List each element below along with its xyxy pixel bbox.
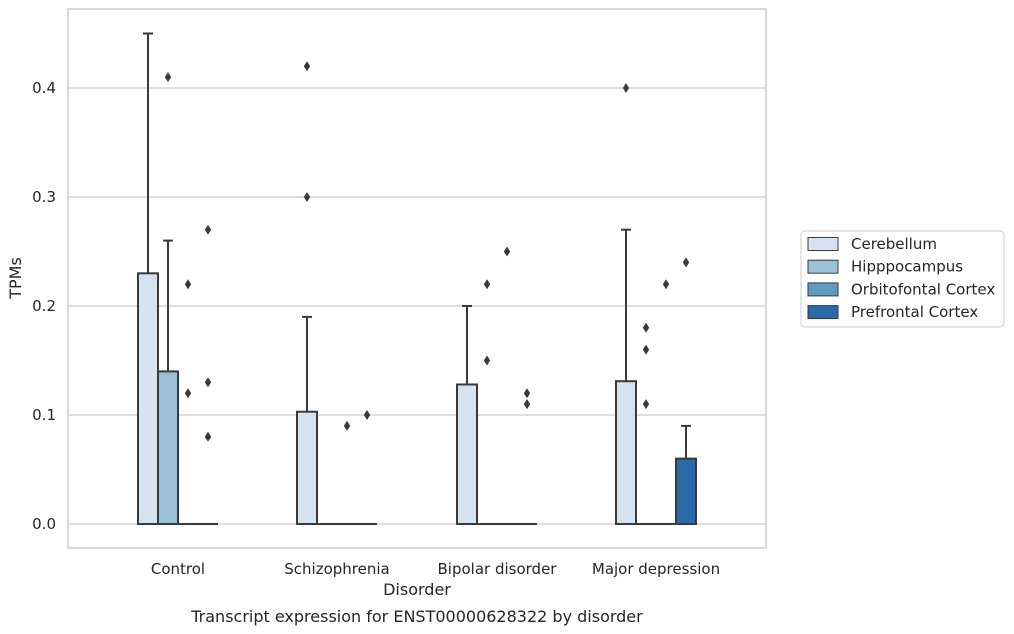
outlier-point (483, 355, 491, 366)
outlier-point (662, 279, 670, 290)
chart-caption: Transcript expression for ENST0000062832… (190, 607, 643, 626)
outlier-point (204, 377, 212, 388)
outlier-point (642, 322, 650, 333)
outlier-point (184, 279, 192, 290)
y-axis-label: TPMs (6, 257, 25, 300)
x-tick-label: Schizophrenia (284, 560, 389, 578)
outlier-point (204, 224, 212, 235)
box-rect (456, 383, 478, 526)
y-tick-label: 0.0 (32, 515, 56, 533)
outlier-point (503, 246, 511, 257)
outlier-point (483, 279, 491, 290)
plot-frame (67, 8, 767, 549)
box-rect (675, 457, 697, 526)
box-2-2 (497, 246, 517, 525)
box-groups (137, 32, 697, 526)
box-0-2 (456, 305, 478, 526)
box-rect (137, 272, 159, 525)
box-3-3 (675, 257, 697, 526)
legend-label: Prefrontal Cortex (851, 303, 978, 321)
box-1-3 (636, 322, 656, 525)
legend-label: Hipppocampus (851, 258, 963, 276)
legend-label: Cerebellum (851, 235, 937, 253)
box-3-0 (198, 224, 218, 525)
box-1-0 (157, 72, 179, 525)
legend-swatch (807, 237, 839, 251)
outlier-point (303, 192, 311, 202)
x-tick-label: Major depression (592, 560, 720, 578)
box-0-0 (137, 32, 159, 525)
box-0-1 (296, 61, 318, 526)
outlier-point (642, 399, 650, 410)
legend-label: Orbitofontal Cortex (851, 280, 995, 298)
box-0-3 (615, 83, 637, 525)
y-tick-label: 0.3 (32, 188, 56, 206)
outlier-point (184, 388, 192, 399)
box-3-2 (517, 388, 537, 525)
y-tick-label: 0.1 (32, 406, 56, 424)
outlier-point (523, 399, 531, 410)
outlier-point (164, 72, 172, 83)
outlier-point (642, 344, 650, 355)
outlier-point (343, 420, 351, 431)
outlier-point (363, 410, 371, 420)
x-axis-ticks: Control Schizophrenia Bipolar disorder Majo… (151, 560, 720, 578)
legend-swatch (807, 282, 839, 297)
box-3-1 (357, 410, 377, 525)
x-tick-label: Control (151, 560, 205, 578)
outlier-point (204, 431, 212, 442)
outlier-point (523, 388, 531, 399)
legend-swatch (807, 305, 839, 320)
y-axis-ticks: 0.0 0.1 0.2 0.3 0.4 (32, 79, 56, 533)
y-tick-label: 0.2 (32, 297, 56, 315)
box-rect (615, 380, 637, 525)
box-2-0 (178, 279, 198, 525)
x-axis-label: Disorder (383, 580, 451, 599)
legend-frame (800, 230, 1005, 328)
outlier-point (303, 61, 311, 72)
box-1-2 (477, 279, 497, 525)
outlier-point (682, 257, 690, 268)
box-2-1 (337, 420, 357, 525)
x-tick-label: Bipolar disorder (438, 560, 558, 578)
box-2-3 (656, 279, 676, 525)
outlier-point (622, 83, 630, 93)
box-rect (157, 370, 179, 525)
box-rect (296, 410, 318, 526)
legend-swatch (807, 259, 839, 274)
y-tick-label: 0.4 (32, 79, 56, 97)
legend: Cerebellum Hipppocampus Orbitofontal Corte… (800, 230, 1005, 328)
